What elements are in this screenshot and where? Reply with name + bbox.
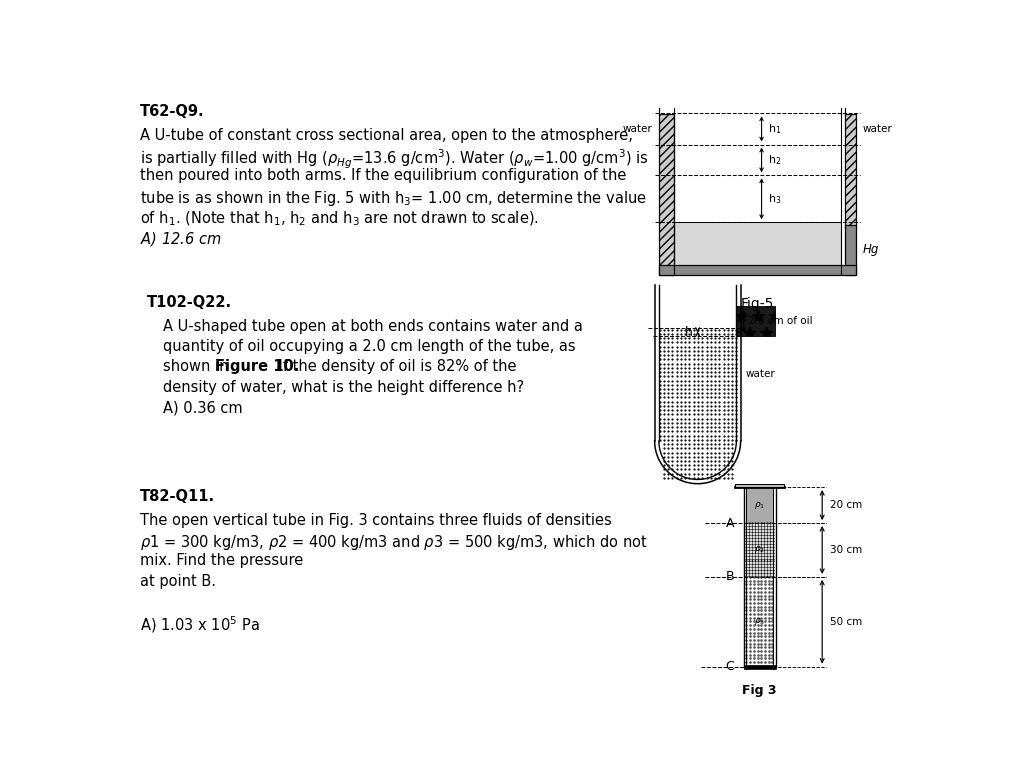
Text: at point B.: at point B. <box>139 574 216 589</box>
Bar <box>658 265 856 276</box>
Bar <box>746 487 773 523</box>
Text: then poured into both arms. If the equilibrium configuration of the: then poured into both arms. If the equil… <box>139 168 626 184</box>
Text: Hg: Hg <box>862 243 879 257</box>
Text: density of water, what is the height difference h?: density of water, what is the height dif… <box>163 379 524 395</box>
Text: water: water <box>623 124 652 134</box>
Text: T102-Q22.: T102-Q22. <box>146 295 231 310</box>
Text: A U-tube of constant cross sectional area, open to the atmosphere,: A U-tube of constant cross sectional are… <box>139 127 633 143</box>
Text: shown in: shown in <box>163 359 233 374</box>
Bar <box>658 114 675 276</box>
Text: A) 1.03 x 10$^5$ Pa: A) 1.03 x 10$^5$ Pa <box>139 614 259 635</box>
Text: C: C <box>726 660 734 673</box>
Bar <box>845 114 856 228</box>
Text: Figure 10.: Figure 10. <box>215 359 300 374</box>
Text: A: A <box>726 517 734 530</box>
Text: h$_1$: h$_1$ <box>768 122 781 136</box>
Bar <box>845 225 856 276</box>
Text: $\rho_2$: $\rho_2$ <box>754 545 765 555</box>
Text: A) 12.6 $cm$: A) 12.6 $cm$ <box>139 230 221 247</box>
Text: h$_2$: h$_2$ <box>768 153 781 167</box>
Text: is partially filled with Hg ($\rho_{Hg}$=13.6 g/cm$^3$). Water ($\rho_w$=1.00 g/: is partially filled with Hg ($\rho_{Hg}$… <box>139 148 648 171</box>
Text: $\rho_3$: $\rho_3$ <box>754 616 765 627</box>
Bar <box>736 285 775 306</box>
Text: 2.0 cm of oil: 2.0 cm of oil <box>749 316 813 326</box>
Text: $\rho$1 = 300 kg/m3, $\rho$2 = 400 kg/m3 and $\rho$3 = 500 kg/m3, which do not: $\rho$1 = 300 kg/m3, $\rho$2 = 400 kg/m3… <box>139 533 647 552</box>
Text: 50 cm: 50 cm <box>829 617 862 627</box>
Bar <box>735 484 783 487</box>
Text: quantity of oil occupying a 2.0 cm length of the tube, as: quantity of oil occupying a 2.0 cm lengt… <box>163 339 575 354</box>
Text: 20 cm: 20 cm <box>829 500 862 510</box>
Text: If the density of oil is 82% of the: If the density of oil is 82% of the <box>273 359 516 374</box>
Bar <box>658 285 697 329</box>
Text: water: water <box>862 124 893 134</box>
Text: mix. Find the pressure: mix. Find the pressure <box>139 554 303 568</box>
Text: A U-shaped tube open at both ends contains water and a: A U-shaped tube open at both ends contai… <box>163 319 583 333</box>
Text: $\rho_1$: $\rho_1$ <box>754 500 765 511</box>
Bar <box>743 664 775 668</box>
Text: h$_3$: h$_3$ <box>768 192 781 206</box>
Text: The open vertical tube in Fig. 3 contains three fluids of densities: The open vertical tube in Fig. 3 contain… <box>139 512 611 528</box>
Text: Fig 3: Fig 3 <box>742 684 777 697</box>
Text: h: h <box>685 326 693 339</box>
Text: B: B <box>726 571 734 584</box>
Text: T82-Q11.: T82-Q11. <box>139 489 215 505</box>
Text: water: water <box>745 369 775 379</box>
Text: 30 cm: 30 cm <box>829 545 862 555</box>
Text: A) 0.36 cm: A) 0.36 cm <box>163 400 243 415</box>
Text: tube is as shown in the Fig. 5 with h$_3$= 1.00 cm, determine the value: tube is as shown in the Fig. 5 with h$_3… <box>139 189 646 208</box>
Bar <box>736 306 775 336</box>
Text: T62-Q9.: T62-Q9. <box>139 104 204 120</box>
Text: Fig-5: Fig-5 <box>741 297 774 311</box>
Bar <box>675 222 841 265</box>
Text: of h$_1$. (Note that h$_1$, h$_2$ and h$_3$ are not drawn to scale).: of h$_1$. (Note that h$_1$, h$_2$ and h$… <box>139 209 539 227</box>
Bar <box>675 114 841 222</box>
